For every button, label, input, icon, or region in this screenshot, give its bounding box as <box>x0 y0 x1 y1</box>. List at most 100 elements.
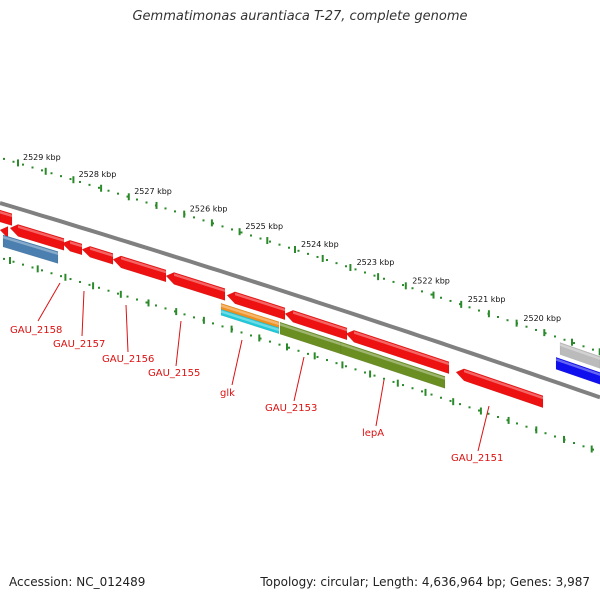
ruler-label: 2521 kbp <box>468 295 506 304</box>
inner-dot <box>582 445 585 448</box>
ruler-dot <box>212 222 214 225</box>
inner-dot <box>136 298 138 301</box>
ruler-dot <box>582 345 585 348</box>
gene-gau-2155 <box>112 255 167 283</box>
ruler-dot <box>326 259 328 262</box>
ruler-dot <box>50 172 53 175</box>
gene-gau-2156 <box>81 246 114 265</box>
gene-label: GAU_2151 <box>451 453 503 464</box>
ruler-dot <box>459 303 461 306</box>
inner-dot <box>478 409 480 412</box>
ruler-dot <box>117 192 119 195</box>
inner-dot <box>487 412 490 415</box>
inner-dot <box>373 374 376 377</box>
inner-dot <box>449 399 452 402</box>
leader-line <box>175 320 182 367</box>
ruler-dot <box>316 255 319 258</box>
leader-line <box>125 304 129 353</box>
ruler-dot <box>240 231 243 234</box>
ruler-dot <box>278 243 281 246</box>
inner-dot <box>592 448 594 451</box>
ruler-label: 2527 kbp <box>134 187 172 196</box>
inner-dot <box>430 393 433 396</box>
inner-dot <box>212 322 214 325</box>
ruler-ticks <box>17 159 600 356</box>
ruler-label: 2520 kbp <box>523 314 561 323</box>
ruler-dot <box>22 163 24 166</box>
ruler-dot <box>497 315 499 318</box>
ruler-dot <box>525 325 528 328</box>
ruler-dot <box>411 287 414 290</box>
ruler-dot <box>193 216 195 219</box>
ruler-dot <box>373 274 376 277</box>
ruler-label: 2523 kbp <box>357 258 395 267</box>
ruler-dot <box>506 319 509 322</box>
ruler-dot <box>468 306 471 309</box>
backbone-line <box>0 201 600 400</box>
inner-dot <box>544 432 547 435</box>
inner-dot <box>269 340 271 343</box>
inner-ruler-dots <box>3 257 594 453</box>
gene-label: GAU_2158 <box>10 325 62 336</box>
ruler-dot <box>430 293 433 296</box>
reverse-strand-genes <box>0 224 600 409</box>
ruler-dot <box>79 180 81 183</box>
inner-dot <box>326 359 328 362</box>
ruler-dot <box>31 166 34 169</box>
inner-dot <box>3 257 5 260</box>
inner-dot <box>554 435 556 438</box>
inner-dot <box>50 272 53 275</box>
ruler-dot <box>136 198 138 201</box>
ruler-dot <box>250 234 252 237</box>
inner-dot <box>411 387 414 390</box>
gene-label: GAU_2155 <box>148 368 200 379</box>
gene-label: GAU_2153 <box>265 403 317 414</box>
ruler-dot <box>563 338 566 341</box>
inner-dot <box>364 371 366 374</box>
ruler-dot <box>307 252 309 255</box>
ruler-label: 2525 kbp <box>245 222 283 231</box>
inner-dot <box>297 349 300 352</box>
ruler-dot <box>335 262 338 265</box>
inner-dot <box>440 396 442 399</box>
ruler-dot <box>392 280 395 283</box>
gene-label: GAU_2157 <box>53 339 105 350</box>
inner-dot <box>335 362 338 365</box>
leader-line <box>37 282 61 322</box>
inner-dot <box>402 384 404 387</box>
inner-dot <box>345 365 347 368</box>
ruler-label: 2522 kbp <box>412 276 450 285</box>
ruler-dot <box>164 207 167 210</box>
ruler-dot <box>69 178 72 181</box>
ruler-dot <box>478 309 480 312</box>
leader-line <box>375 379 385 427</box>
map-title: Gemmatimonas aurantiaca T-27, complete g… <box>132 9 468 24</box>
inner-dot <box>107 289 110 292</box>
inner-dot <box>183 313 186 316</box>
inner-dot <box>354 368 357 371</box>
inner-dot <box>259 337 262 340</box>
inner-dot <box>506 419 509 422</box>
inner-dot <box>421 390 423 393</box>
inner-dot <box>307 352 309 355</box>
inner-dot <box>126 295 129 298</box>
gene-blue <box>555 356 600 385</box>
gene-lepa <box>345 329 450 375</box>
ruler-dot <box>88 183 91 186</box>
ruler-dot <box>592 348 594 351</box>
leader-line <box>81 290 85 337</box>
gene-steelblue <box>2 234 59 264</box>
ruler-label: 2528 kbp <box>79 170 117 179</box>
ruler-dot <box>535 328 537 331</box>
ruler-dot <box>449 299 452 302</box>
ruler-dot <box>259 237 262 240</box>
inner-dot <box>497 415 499 418</box>
inner-dot <box>525 425 528 428</box>
inner-dot <box>145 301 148 304</box>
topology-text: Topology: circular; Length: 4,636,964 bp… <box>260 575 590 589</box>
ruler-dot <box>202 219 205 222</box>
inner-dot <box>288 346 290 349</box>
inner-dot <box>468 406 471 409</box>
